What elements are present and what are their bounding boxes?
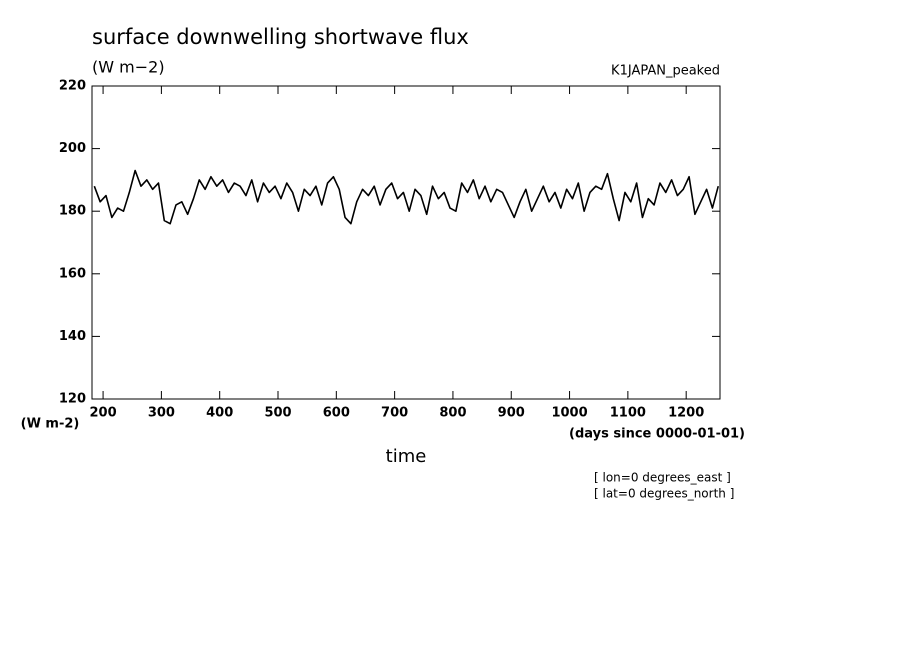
x-tick-label: 300 <box>148 406 175 421</box>
x-units-label: (days since 0000-01-01) <box>569 427 745 442</box>
x-tick-label: 1200 <box>668 406 704 421</box>
y-tick-label: 200 <box>59 141 86 156</box>
y-tick-label: 120 <box>59 392 86 407</box>
x-tick-label: 500 <box>264 406 291 421</box>
x-tick-label: 800 <box>439 406 466 421</box>
x-tick-label: 900 <box>498 406 525 421</box>
x-tick-label: 200 <box>90 406 117 421</box>
annotation: [ lon=0 degrees_east ] <box>594 471 731 485</box>
y-axis-label: (W m-2) <box>21 417 80 432</box>
chart-subtitle: (W m−2) <box>92 58 165 77</box>
x-tick-label: 1000 <box>551 406 587 421</box>
x-tick-label: 700 <box>381 406 408 421</box>
y-tick-label: 220 <box>59 79 86 94</box>
x-tick-label: 600 <box>323 406 350 421</box>
annotation: [ lat=0 degrees_north ] <box>594 487 734 501</box>
x-tick-label: 400 <box>206 406 233 421</box>
plot-frame <box>91 85 721 400</box>
y-tick-label: 180 <box>59 204 86 219</box>
axes <box>92 85 720 400</box>
y-tick-label: 160 <box>59 266 86 281</box>
x-axis-label: time <box>386 446 427 467</box>
chart-title: surface downwelling shortwave flux <box>92 25 469 49</box>
y-tick-label: 140 <box>59 329 86 344</box>
data-line <box>93 169 720 225</box>
dataset-label: K1JAPAN_peaked <box>611 64 720 79</box>
x-tick-label: 1100 <box>610 406 646 421</box>
